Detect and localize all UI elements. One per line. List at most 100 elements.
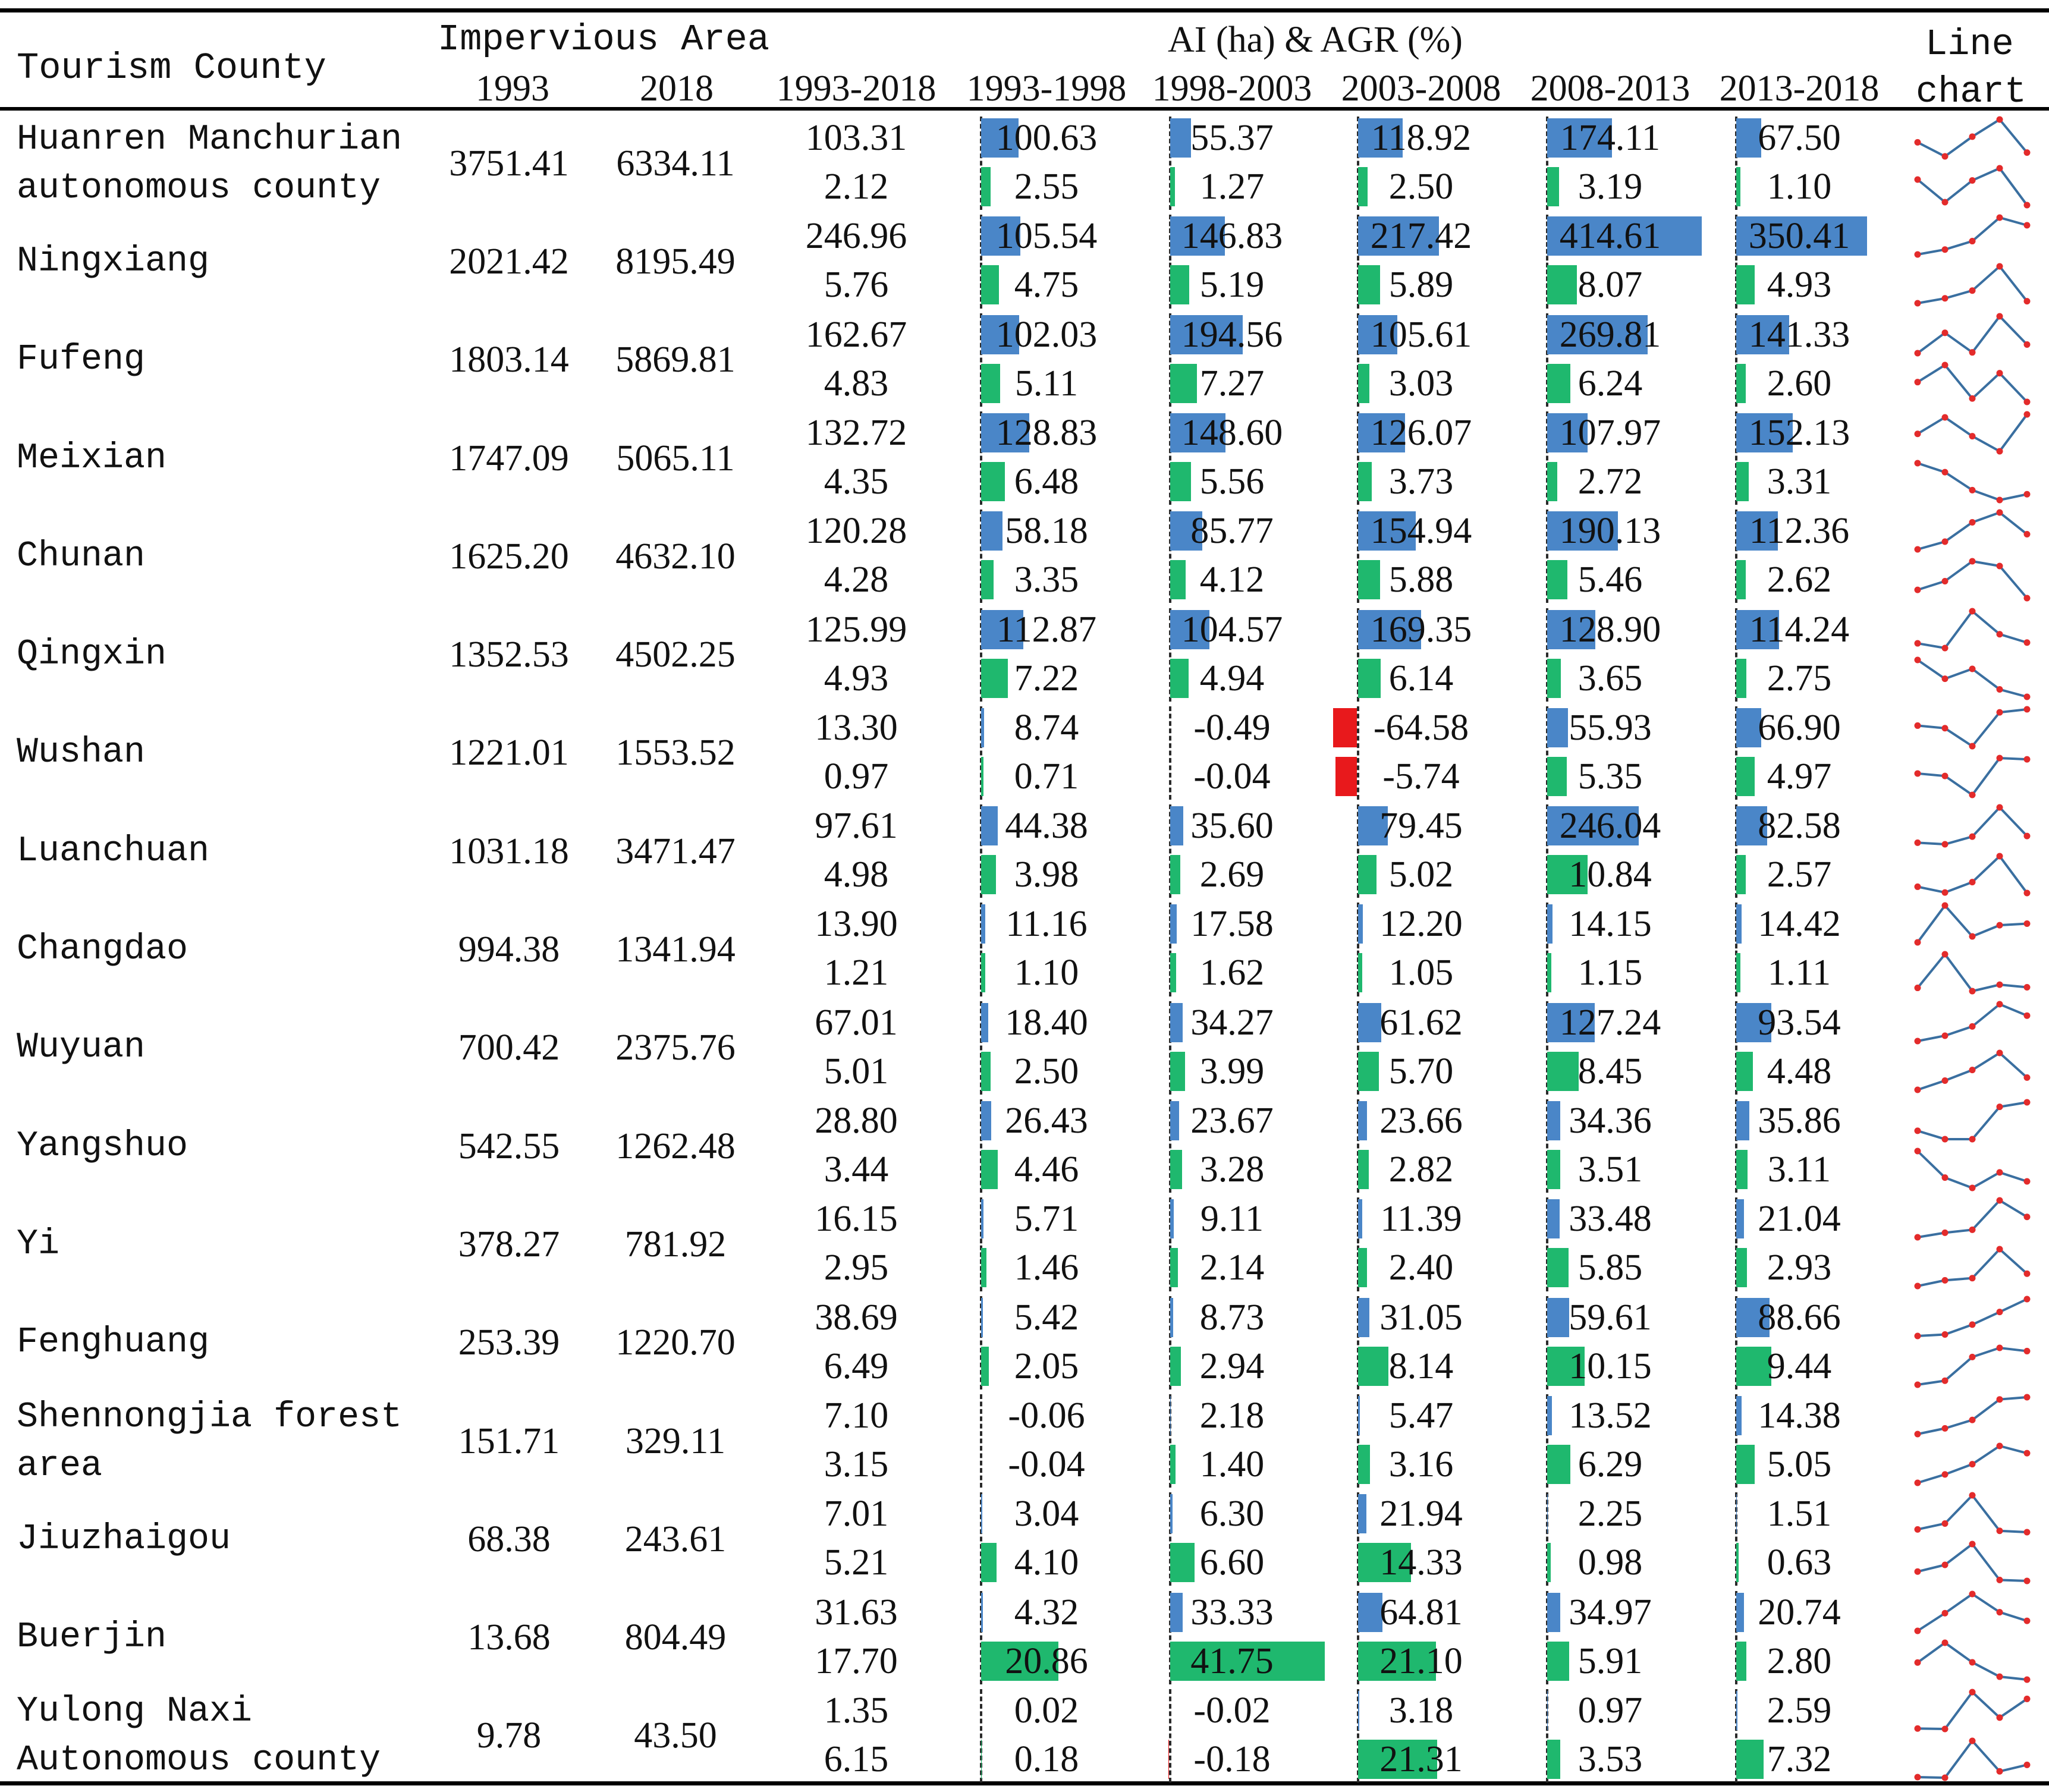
sparkline-marker [1941, 645, 1949, 651]
ai-value: 126.07 [1370, 412, 1472, 453]
sparkline-marker [2023, 756, 2031, 763]
agr-value: 10.84 [1569, 854, 1652, 895]
bar-axis [1357, 804, 1359, 898]
sparkline-marker [1969, 1590, 1976, 1597]
ai-bar [981, 1199, 983, 1239]
sparkline-marker [1914, 1526, 1921, 1533]
county-name: Jiuzhaigou [17, 1519, 231, 1560]
ai-value: 67.01 [815, 1002, 898, 1043]
agr-bar [1736, 1641, 1747, 1681]
ai-value: 59.61 [1569, 1297, 1652, 1338]
agr-value: 7.22 [1014, 658, 1079, 699]
bar-axis [1735, 1689, 1737, 1783]
agr-value: 1.27 [1199, 166, 1265, 207]
bar-axis [1546, 1492, 1548, 1586]
agr-value: 1.40 [1199, 1444, 1265, 1485]
ai-value: 26.43 [1005, 1101, 1088, 1141]
ai-value: -0.02 [1193, 1690, 1271, 1731]
ai-value: 174.11 [1560, 118, 1661, 158]
sparkline-path [1917, 1690, 2028, 1730]
bar-axis [1735, 215, 1737, 309]
sparkline-marker [1941, 889, 1949, 896]
agr-sparkline [1914, 1049, 2031, 1093]
county-name: Wushan [17, 732, 146, 774]
sparkline-marker [1941, 902, 1949, 909]
agr-bar [1358, 1248, 1367, 1288]
agr-value: 5.21 [824, 1542, 889, 1583]
sparkline-marker [1969, 395, 1976, 402]
area-2018: 329.11 [625, 1420, 726, 1461]
agr-bar [1358, 1641, 1437, 1681]
ai-bar [1358, 1690, 1359, 1730]
agr-value: 8.07 [1577, 265, 1643, 306]
bar-axis [1735, 1099, 1737, 1193]
sparkline-marker [1996, 369, 2003, 376]
agr-value: 3.53 [1577, 1738, 1643, 1780]
agr-value: 2.40 [1388, 1247, 1454, 1288]
bar-axis [1546, 706, 1548, 800]
ai-bar [1358, 511, 1416, 551]
bar-axis [1546, 1689, 1548, 1783]
agr-value: 3.19 [1577, 166, 1643, 207]
sparkline-marker [1996, 982, 2003, 989]
sparkline-marker [1969, 1461, 1976, 1468]
agr-sparkline [1914, 1541, 2031, 1584]
agr-bar [1736, 855, 1746, 895]
agr-bar [1358, 1051, 1379, 1091]
bar-axis [1169, 1099, 1171, 1193]
agr-value: 0.98 [1577, 1542, 1643, 1583]
ai-bar [1547, 1002, 1595, 1042]
area-1993: 151.71 [458, 1420, 560, 1461]
ai-bar [981, 1494, 982, 1534]
agr-value: 5.89 [1388, 265, 1454, 306]
bar-axis [1357, 1689, 1359, 1783]
area-1993: 542.55 [458, 1125, 560, 1167]
sparkline-marker [2023, 491, 2031, 498]
ai-bar [1358, 118, 1403, 158]
agr-sparkline [1914, 1737, 2031, 1781]
bar-axis [1357, 608, 1359, 702]
ai-value: 2.59 [1767, 1690, 1832, 1731]
agr-sparkline [1914, 951, 2031, 995]
agr-value: 5.91 [1577, 1640, 1643, 1681]
ai-bar [1170, 1494, 1173, 1534]
sparkline-marker [1996, 448, 2003, 455]
agr-value: 2.93 [1767, 1247, 1832, 1288]
sparkline-marker [1996, 1442, 2003, 1450]
bar-axis [980, 1394, 982, 1488]
ai-bar [1358, 904, 1363, 944]
bottom-rule [0, 1781, 2049, 1785]
agr-bar [1736, 1248, 1748, 1288]
area-1993: 1221.01 [449, 732, 569, 774]
bar-axis [980, 117, 982, 210]
bar-axis [980, 1492, 982, 1586]
sparkline-marker [1996, 1049, 2003, 1057]
sparkline-marker [1969, 432, 1976, 439]
sparkline-path [1917, 1002, 2028, 1042]
bar-axis [1546, 1197, 1548, 1291]
ai-value: 154.94 [1370, 511, 1472, 552]
sparkline-marker [1969, 1541, 1976, 1548]
ai-sparkline [1914, 804, 2031, 848]
sparkline-marker [1996, 754, 2003, 762]
bar-axis [1357, 215, 1359, 309]
agr-value: 4.98 [824, 854, 889, 895]
sparkline-marker [2023, 706, 2031, 713]
agr-bar [1358, 167, 1368, 206]
ai-value: 3.04 [1014, 1494, 1079, 1535]
sparkline-marker [2023, 920, 2031, 928]
header-period: 2013-2018 [1719, 68, 1880, 109]
ai-value: 1.51 [1767, 1494, 1832, 1535]
sparkline-marker [1996, 1768, 2003, 1775]
agr-bar [981, 1641, 1058, 1681]
agr-value: 6.24 [1577, 363, 1643, 404]
sparkline-marker [2023, 202, 2031, 209]
header-period: 2008-2013 [1530, 68, 1690, 109]
sparkline-marker [1914, 1381, 1921, 1388]
agr-sparkline [1914, 263, 2031, 307]
sparkline-marker [1969, 1416, 1976, 1423]
agr-value: 3.51 [1577, 1149, 1643, 1190]
agr-value: -0.04 [1008, 1444, 1085, 1485]
bar-axis [1735, 117, 1737, 210]
agr-value: 3.73 [1388, 461, 1454, 502]
